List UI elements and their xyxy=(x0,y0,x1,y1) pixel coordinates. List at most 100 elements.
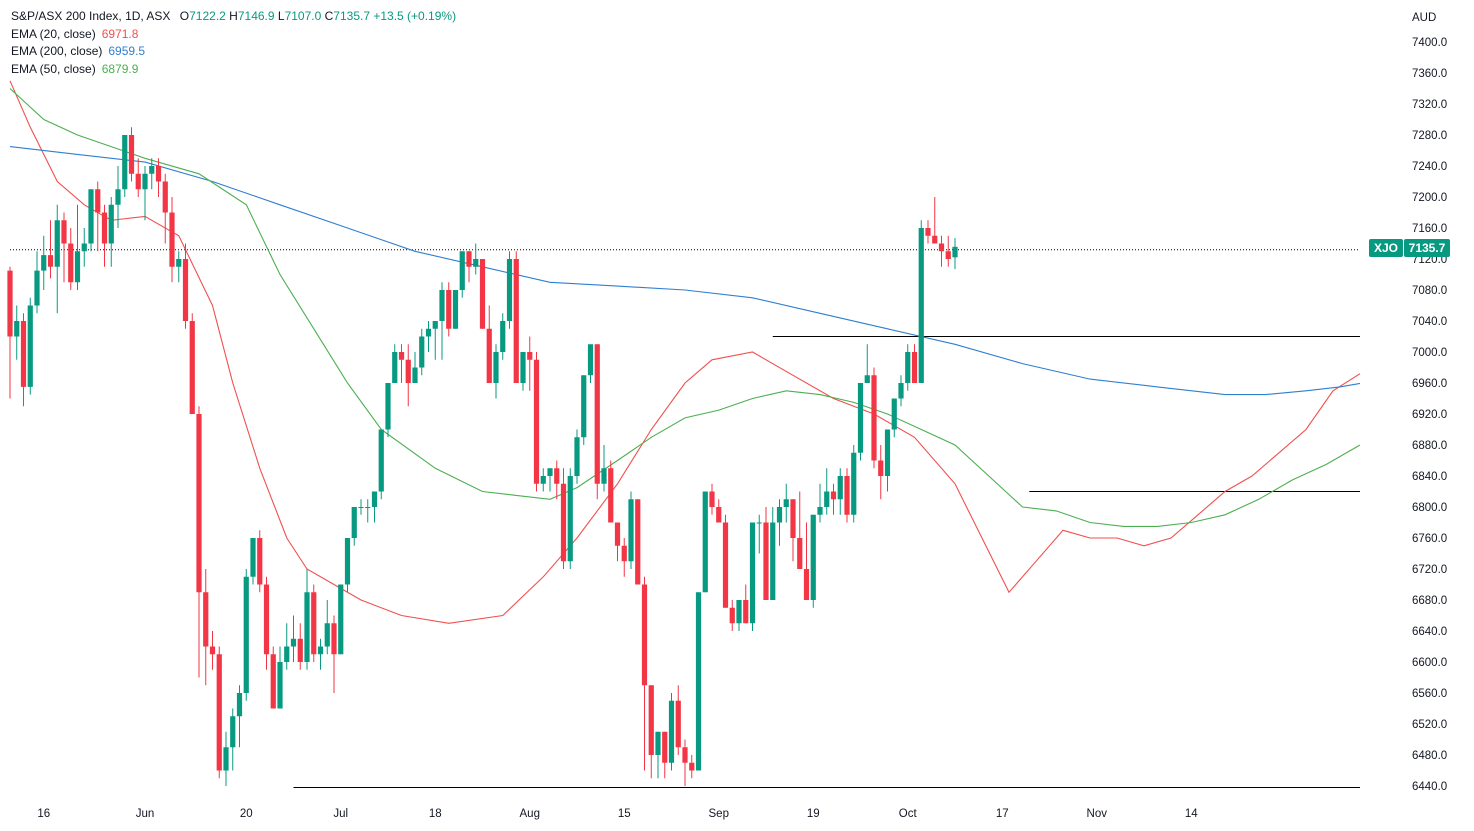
indicator-ema200[interactable]: EMA (200, close) 6959.5 xyxy=(11,43,456,61)
symbol-title: S&P/ASX 200 Index, 1D, ASX xyxy=(11,9,171,23)
candles xyxy=(7,127,958,786)
candle-body xyxy=(425,328,432,337)
candle-body xyxy=(614,522,621,546)
candle xyxy=(574,429,580,484)
candle-body xyxy=(743,600,749,624)
indicator-ema50[interactable]: EMA (50, close) 6879.9 xyxy=(11,61,456,79)
candle-body xyxy=(216,654,222,771)
candle-body xyxy=(925,228,931,236)
price-tick-label: 6760.0 xyxy=(1412,533,1447,545)
candle-body xyxy=(20,321,27,387)
candle xyxy=(938,235,945,267)
candle-body xyxy=(722,522,729,608)
candle-body xyxy=(385,383,391,430)
candle xyxy=(898,375,904,407)
candle-body xyxy=(547,468,553,476)
price-tick-label: 7400.0 xyxy=(1412,37,1447,49)
candle xyxy=(729,600,735,631)
candle-body xyxy=(581,375,587,438)
candle xyxy=(702,491,708,593)
candle-body xyxy=(837,476,843,500)
price-tick-label: 7280.0 xyxy=(1412,130,1447,142)
candle xyxy=(243,569,249,701)
ohlc-low-value: 7107.0 xyxy=(284,9,322,23)
candle xyxy=(209,631,216,670)
candle-body xyxy=(952,246,958,258)
candle-body xyxy=(567,476,573,562)
candle xyxy=(344,538,351,593)
price-tick-label: 6520.0 xyxy=(1412,719,1447,731)
candle xyxy=(911,344,918,383)
candle xyxy=(884,429,891,492)
candle xyxy=(493,344,499,399)
price-axis[interactable]: AUD 7400.0 7360.0 7320.0 7280.0 7240.0 7200.0… xyxy=(1412,12,1447,793)
candle xyxy=(736,600,742,631)
candle xyxy=(668,693,675,771)
candle-body xyxy=(520,352,526,383)
candle xyxy=(365,499,371,523)
candle xyxy=(277,646,283,709)
candle-body xyxy=(392,352,398,383)
candle-body xyxy=(317,646,324,655)
currency-label: AUD xyxy=(1412,12,1436,24)
candle-body xyxy=(331,623,337,655)
candle-body xyxy=(655,731,661,755)
candle-body xyxy=(668,700,675,763)
candle xyxy=(587,344,594,383)
candle xyxy=(601,445,607,492)
candle-body xyxy=(95,189,101,213)
change-value: +13.5 (+0.19%) xyxy=(373,9,457,23)
candle xyxy=(533,352,540,492)
price-tick-label: 7080.0 xyxy=(1412,285,1447,297)
candle xyxy=(635,499,641,585)
candle-body xyxy=(871,375,877,461)
candle xyxy=(486,305,492,383)
indicator-ema200-value: 6959.5 xyxy=(108,44,146,58)
candle-body xyxy=(128,135,135,174)
candle xyxy=(257,530,263,593)
candle xyxy=(567,468,573,569)
candle-body xyxy=(115,189,121,205)
time-tick-label: 16 xyxy=(37,808,50,820)
time-tick-label: Nov xyxy=(1087,808,1108,820)
ohlc-high-key: H xyxy=(229,9,238,23)
candle xyxy=(169,197,175,283)
candle-body xyxy=(142,173,148,190)
last-price-value: 7135.7 xyxy=(1409,241,1446,255)
candle xyxy=(520,352,526,391)
candle xyxy=(675,685,681,755)
indicator-ema20[interactable]: EMA (20, close) 6971.8 xyxy=(11,26,456,44)
candle-body xyxy=(898,383,904,399)
candle xyxy=(554,460,560,500)
price-tick-label: 6480.0 xyxy=(1412,750,1447,762)
candle-body xyxy=(41,255,47,271)
candle-body xyxy=(506,259,513,321)
time-tick-label: Jul xyxy=(333,808,348,820)
candle-body xyxy=(574,437,580,476)
candle xyxy=(142,166,148,221)
candle-body xyxy=(608,468,614,523)
candle xyxy=(189,313,195,414)
ohlc-open-value: 7122.2 xyxy=(189,9,226,23)
candle-body xyxy=(945,251,951,259)
candle-body xyxy=(830,491,837,500)
candle xyxy=(162,173,168,244)
candle xyxy=(776,499,783,546)
candle xyxy=(405,344,411,407)
candle-body xyxy=(533,359,540,484)
candle-body xyxy=(405,359,411,383)
candle xyxy=(311,584,317,662)
candle xyxy=(756,514,762,554)
candle-body xyxy=(270,654,276,709)
candle xyxy=(628,491,634,569)
candle-body xyxy=(857,383,864,453)
candle xyxy=(473,243,479,275)
candle-body xyxy=(554,468,560,484)
candle-body xyxy=(68,243,74,283)
candle-body xyxy=(344,538,351,585)
candle-body xyxy=(776,507,783,523)
candle-body xyxy=(446,290,452,329)
candle-body xyxy=(918,228,924,383)
time-axis[interactable]: 16 Jun 20 Jul 18 Aug 15 Sep 19 Oct 17 Nov 14 xyxy=(37,808,1198,820)
